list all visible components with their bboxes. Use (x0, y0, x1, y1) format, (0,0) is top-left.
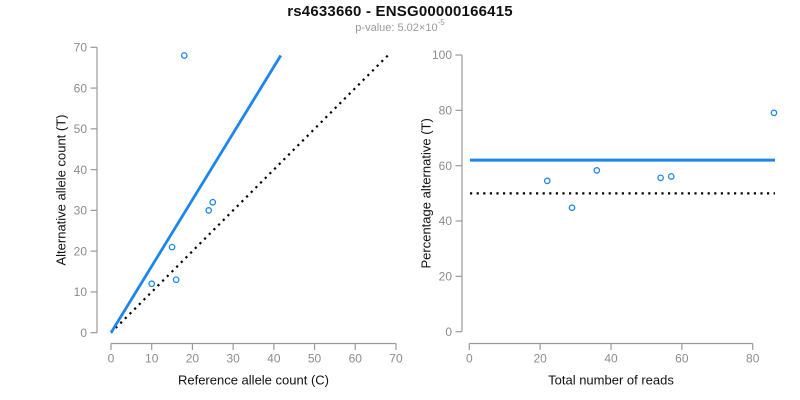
x-tick-label: 60 (349, 352, 363, 366)
x-tick-label: 70 (389, 352, 403, 366)
x-axis-title: Total number of reads (548, 373, 674, 388)
y-tick-label: 80 (439, 104, 453, 118)
x-tick-label: 40 (604, 352, 618, 366)
x-tick-label: 10 (145, 352, 159, 366)
pvalue-text: p-value: 5.02×10 (355, 22, 438, 34)
y-tick-label: 40 (74, 163, 88, 177)
x-tick-label: 40 (267, 352, 281, 366)
data-point (209, 198, 217, 206)
y-tick-label: 40 (439, 214, 453, 228)
x-tick-label: 50 (308, 352, 322, 366)
data-point (205, 207, 213, 214)
y-tick-label: 100 (432, 48, 452, 62)
data-point (667, 173, 675, 180)
y-tick-label: 20 (439, 270, 453, 284)
y-tick-label: 0 (80, 326, 87, 340)
data-point (180, 52, 188, 59)
x-tick-label: 20 (186, 352, 200, 366)
data-point (168, 243, 176, 251)
x-tick-label: 60 (675, 352, 689, 366)
data-point (172, 276, 180, 284)
data-point (657, 174, 664, 182)
pvalue-exponent: -5 (437, 18, 445, 28)
identity-line (110, 54, 389, 334)
y-axis-title: Alternative allele count (T) (54, 114, 69, 265)
data-point (543, 177, 551, 185)
y-tick-label: 50 (74, 122, 88, 136)
data-point (593, 167, 601, 174)
x-tick-label: 0 (108, 352, 115, 366)
x-tick-label: 0 (466, 352, 473, 366)
data-point (148, 280, 156, 288)
figure-title: rs4633660 - ENSG00000166415 (287, 3, 513, 20)
pvalue-subtitle: p-value: 5.02×10-5 (0, 19, 800, 34)
data-point (770, 109, 778, 117)
fitted-ratio-line (109, 54, 282, 334)
y-tick-label: 20 (74, 244, 88, 258)
y-tick-label: 60 (439, 159, 453, 173)
y-tick-label: 70 (74, 41, 88, 55)
y-tick-label: 30 (74, 204, 88, 218)
x-axis-title: Reference allele count (C) (178, 373, 329, 388)
data-point (568, 204, 576, 212)
x-tick-label: 30 (226, 352, 240, 366)
y-tick-label: 10 (74, 285, 88, 299)
y-tick-label: 0 (445, 325, 452, 339)
x-tick-label: 20 (533, 352, 547, 366)
y-tick-label: 60 (74, 81, 88, 95)
x-tick-label: 80 (746, 352, 760, 366)
y-axis-title: Percentage alternative (T) (419, 118, 434, 268)
